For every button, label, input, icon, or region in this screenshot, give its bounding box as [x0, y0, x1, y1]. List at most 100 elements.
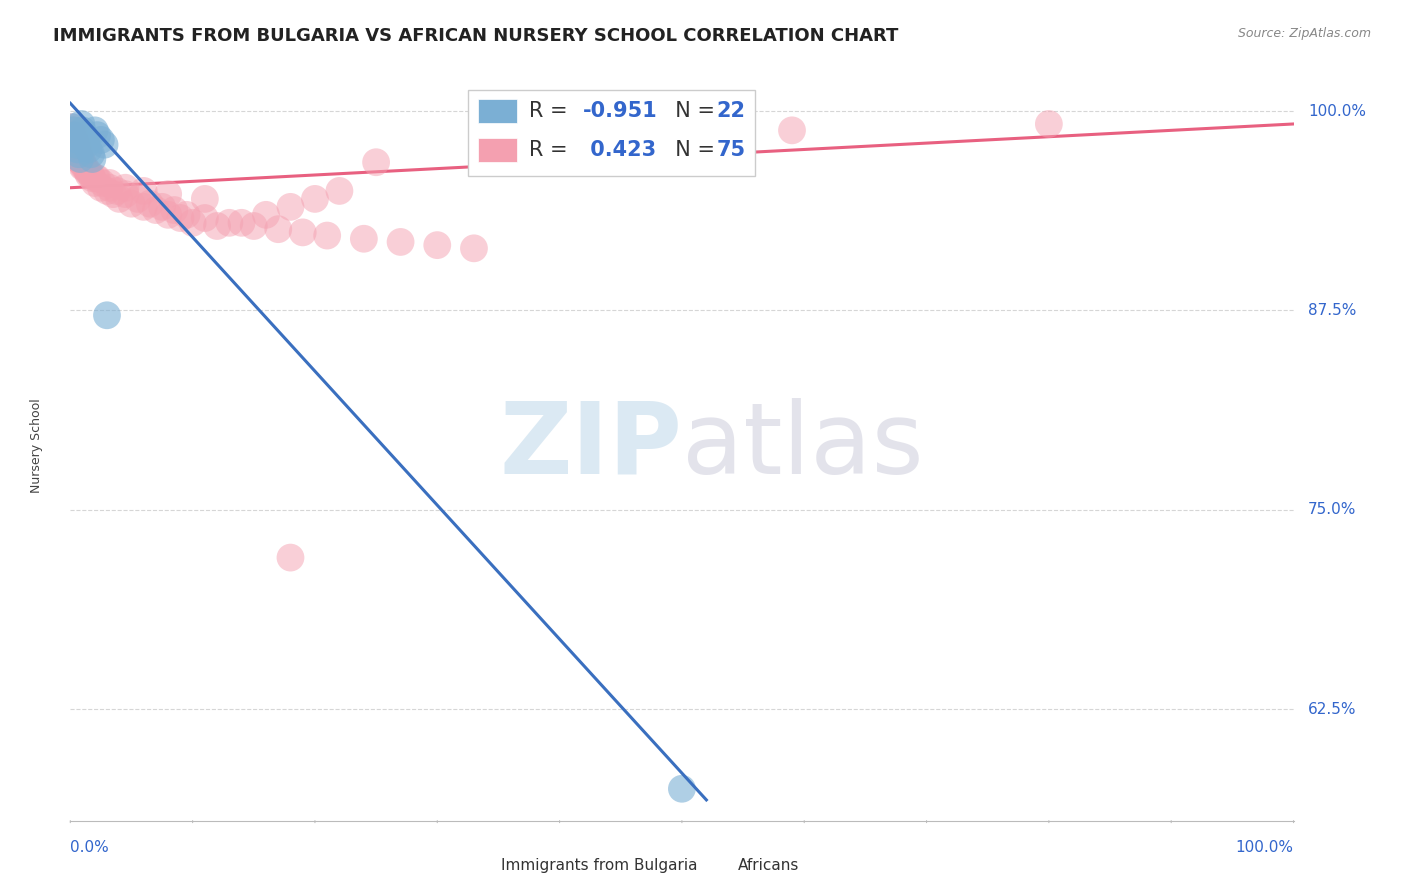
Point — [70, 117, 93, 131]
Point — [101, 187, 124, 202]
Point — [63, 128, 86, 142]
Point — [86, 128, 108, 142]
Point — [96, 308, 118, 322]
FancyBboxPatch shape — [478, 138, 517, 162]
Point — [72, 123, 94, 137]
Point — [127, 192, 149, 206]
Text: Source: ZipAtlas.com: Source: ZipAtlas.com — [1237, 27, 1371, 40]
Text: ZIP: ZIP — [499, 398, 682, 494]
Point — [1038, 117, 1060, 131]
Point — [72, 160, 94, 174]
Text: 0.423: 0.423 — [583, 140, 657, 160]
Point — [194, 192, 217, 206]
Point — [75, 137, 97, 152]
FancyBboxPatch shape — [468, 852, 495, 879]
Point — [181, 216, 204, 230]
Point — [463, 241, 485, 255]
Point — [488, 149, 510, 163]
Point — [780, 123, 803, 137]
Point — [93, 137, 115, 152]
Point — [243, 219, 266, 233]
Point — [65, 133, 87, 147]
Text: -0.951: -0.951 — [583, 101, 658, 121]
Point — [63, 144, 86, 158]
Text: Africans: Africans — [738, 858, 800, 873]
Point — [63, 128, 86, 142]
Point — [98, 180, 121, 194]
Point — [67, 144, 90, 158]
Point — [90, 133, 112, 147]
Point — [63, 123, 86, 137]
Point — [70, 155, 93, 169]
Text: Nursery School: Nursery School — [30, 399, 42, 493]
Point — [114, 187, 136, 202]
Text: 87.5%: 87.5% — [1308, 303, 1357, 318]
Point — [132, 184, 155, 198]
Point — [176, 208, 198, 222]
Point — [316, 228, 339, 243]
Point — [254, 208, 277, 222]
Point — [60, 120, 83, 135]
Text: N =: N = — [662, 101, 721, 121]
Point — [73, 128, 96, 142]
Point — [77, 168, 100, 182]
Point — [157, 187, 180, 202]
Text: Immigrants from Bulgaria: Immigrants from Bulgaria — [501, 858, 697, 873]
Text: 100.0%: 100.0% — [1236, 839, 1294, 855]
Point — [157, 208, 180, 222]
Point — [83, 176, 105, 190]
Point — [63, 137, 86, 152]
Point — [67, 147, 90, 161]
Point — [60, 128, 83, 142]
Text: R =: R = — [529, 140, 574, 160]
Text: IMMIGRANTS FROM BULGARIA VS AFRICAN NURSERY SCHOOL CORRELATION CHART: IMMIGRANTS FROM BULGARIA VS AFRICAN NURS… — [53, 27, 898, 45]
Point — [205, 219, 228, 233]
Point — [66, 152, 89, 166]
Point — [218, 216, 240, 230]
Point — [98, 176, 121, 190]
Point — [63, 143, 86, 157]
Point — [426, 238, 449, 252]
Point — [108, 192, 131, 206]
Point — [73, 160, 96, 174]
Point — [66, 143, 89, 157]
Text: atlas: atlas — [682, 398, 924, 494]
Point — [366, 155, 388, 169]
Point — [145, 202, 167, 217]
Point — [280, 550, 302, 565]
Point — [105, 184, 128, 198]
Point — [86, 171, 108, 186]
Point — [80, 147, 103, 161]
Point — [91, 176, 114, 190]
Point — [65, 136, 87, 150]
Text: 0.0%: 0.0% — [70, 839, 110, 855]
Text: N =: N = — [662, 140, 721, 160]
Point — [80, 168, 103, 182]
Point — [63, 133, 86, 147]
FancyBboxPatch shape — [478, 99, 517, 123]
Point — [114, 180, 136, 194]
Text: 75.0%: 75.0% — [1308, 502, 1357, 517]
Point — [82, 171, 104, 186]
Point — [231, 216, 253, 230]
Point — [121, 196, 143, 211]
Point — [70, 152, 93, 166]
Point — [62, 133, 84, 147]
Point — [62, 120, 84, 135]
Point — [73, 160, 96, 174]
Point — [73, 133, 96, 147]
Text: 100.0%: 100.0% — [1308, 103, 1367, 119]
Point — [389, 235, 412, 249]
Point — [96, 184, 118, 198]
Point — [67, 152, 90, 166]
FancyBboxPatch shape — [468, 90, 755, 177]
Point — [267, 222, 290, 236]
Text: 22: 22 — [716, 101, 745, 121]
Point — [65, 137, 87, 152]
Point — [84, 171, 107, 186]
Point — [72, 155, 94, 169]
Point — [69, 149, 91, 163]
Point — [65, 147, 87, 161]
Text: 62.5%: 62.5% — [1308, 701, 1357, 716]
Point — [280, 200, 302, 214]
